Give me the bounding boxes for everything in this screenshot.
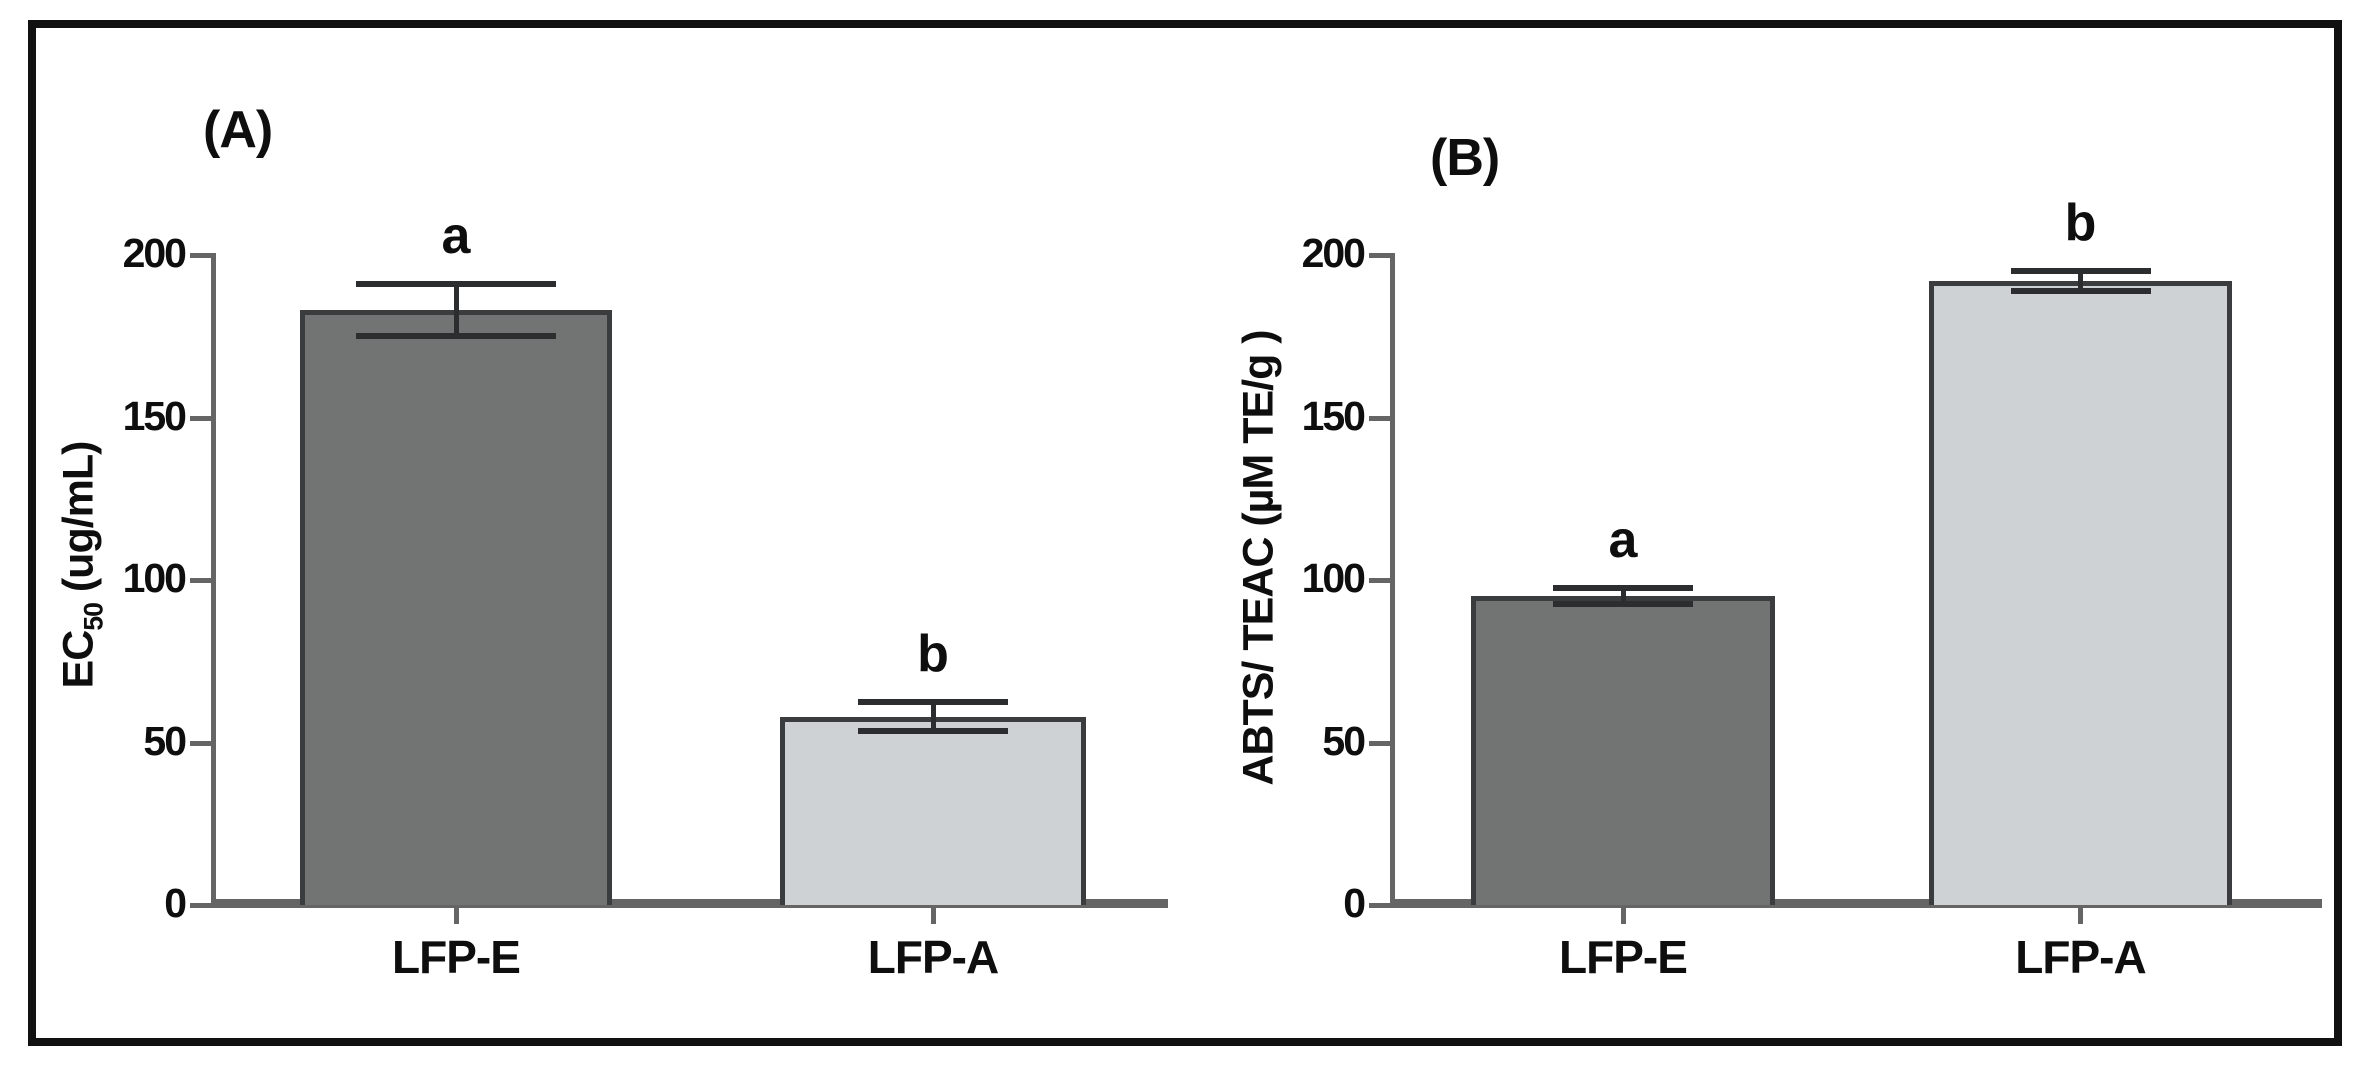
y-tick-mark: [1369, 253, 1390, 258]
y-tick-mark: [1369, 740, 1390, 746]
y-tick-label: 150: [122, 392, 187, 439]
y-tick-mark: [1369, 415, 1390, 421]
x-tick-mark: [1620, 908, 1626, 924]
x-tick-mark: [930, 908, 936, 924]
y-tick-label: 150: [1301, 392, 1366, 439]
error-bar-stem: [2078, 271, 2083, 291]
y-tick-label: 100: [122, 555, 187, 601]
x-axis-line: [211, 899, 1168, 908]
y-axis-line: [1390, 253, 1395, 907]
significance-letter: b: [2064, 194, 2097, 253]
x-category-label: LFP-E: [1559, 931, 1688, 983]
y-tick-label: 200: [122, 230, 187, 276]
x-tick-mark: [2078, 908, 2083, 924]
y-tick-mark: [190, 415, 211, 421]
error-bar-cap-top: [1553, 585, 1693, 592]
error-bar-stem: [930, 701, 936, 732]
x-tick-mark: [453, 908, 459, 924]
y-tick-label: 50: [1322, 717, 1366, 764]
y-tick-mark: [190, 903, 211, 908]
bar-lfp-e: [300, 310, 612, 905]
significance-letter: a: [441, 207, 471, 266]
error-bar-cap-top: [2010, 268, 2151, 275]
x-category-label: LFP-A: [2015, 931, 2146, 983]
error-bar-cap-top: [858, 698, 1008, 705]
x-axis-line: [1390, 899, 2322, 908]
error-bar-cap-bottom: [2010, 287, 2151, 294]
error-bar-stem: [1620, 588, 1626, 605]
error-bar-cap-bottom: [1553, 601, 1693, 608]
y-tick-label: 200: [1301, 230, 1366, 276]
y-tick-mark: [190, 253, 211, 258]
error-bar-stem: [453, 284, 459, 337]
y-tick-label: 0: [164, 880, 187, 926]
bar-lfp-a: [1929, 281, 2232, 905]
y-tick-mark: [1369, 578, 1390, 583]
bar-lfp-e: [1471, 596, 1775, 905]
error-bar-cap-bottom: [858, 728, 1008, 735]
y-axis-line: [211, 253, 216, 907]
panel-b-tag: (B): [1430, 129, 1500, 187]
significance-letter: b: [917, 624, 949, 683]
y-tick-mark: [190, 578, 211, 583]
significance-letter: a: [1608, 511, 1638, 570]
error-bar-cap-top: [356, 281, 556, 288]
y-tick-label: 50: [143, 717, 187, 764]
y-tick-mark: [190, 740, 211, 746]
y-tick-label: 100: [1301, 555, 1366, 601]
error-bar-cap-bottom: [356, 333, 556, 340]
x-category-label: LFP-A: [867, 931, 999, 983]
y-tick-mark: [1369, 903, 1390, 908]
y-tick-label: 0: [1343, 880, 1366, 926]
x-category-label: LFP-E: [392, 931, 521, 983]
panel-a-tag: (A): [203, 101, 273, 159]
